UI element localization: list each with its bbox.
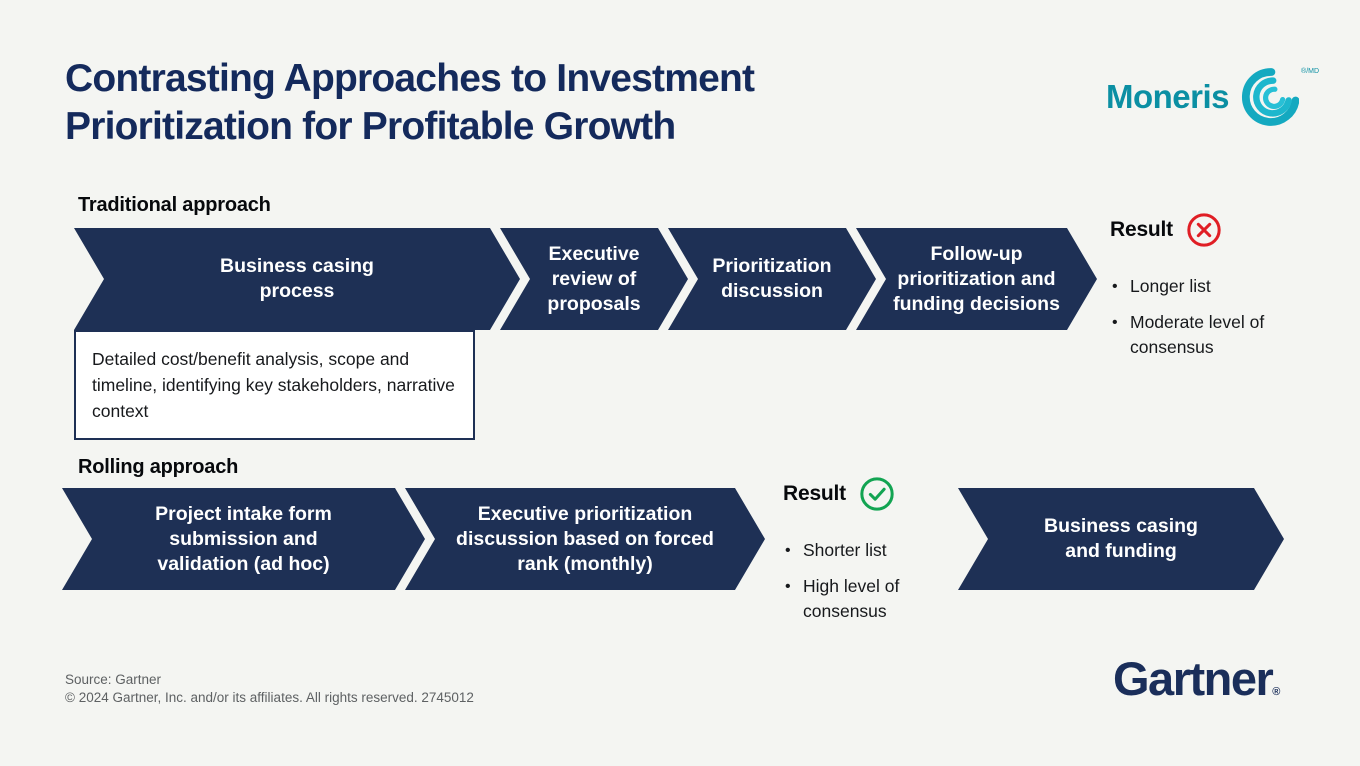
result-label: Result: [783, 482, 846, 505]
moneris-trademark: ®/MD: [1301, 68, 1320, 75]
step-label: Project intake form submission and valid…: [155, 502, 332, 575]
gartner-wordmark: Gartner: [1113, 652, 1274, 705]
step-label: Executive review of proposals: [547, 242, 641, 315]
rolling-step-executive-prioritization: Executive prioritization discussion base…: [405, 488, 765, 590]
rolling-result-block: Result Shorter list High level of consen…: [783, 476, 933, 635]
traditional-result-bullets: Longer list Moderate level of consensus: [1110, 274, 1295, 360]
rolling-step-project-intake: Project intake form submission and valid…: [62, 488, 425, 590]
traditional-result-block: Result Longer list Moderate level of con…: [1110, 212, 1295, 371]
x-circle-icon: [1187, 213, 1221, 247]
moneris-logo: Moneris ®/MD: [1106, 66, 1319, 128]
source-line: Source: Gartner: [65, 672, 162, 687]
check-circle-icon: [860, 477, 894, 511]
traditional-approach-label: Traditional approach: [78, 194, 271, 216]
traditional-step-business-casing: Business casing process: [74, 228, 520, 330]
rolling-approach-label: Rolling approach: [78, 456, 239, 478]
page-title: Contrasting Approaches to Investment Pri…: [65, 57, 755, 148]
traditional-step-prioritization-discussion: Prioritization discussion: [668, 228, 876, 330]
bullet-item: Longer list: [1110, 274, 1295, 299]
step-label: Executive prioritization discussion base…: [456, 502, 714, 575]
traditional-step-executive-review: Executive review of proposals: [500, 228, 688, 330]
moneris-swirl-icon: [1242, 68, 1300, 126]
bullet-item: Moderate level of consensus: [1110, 310, 1295, 360]
moneris-wordmark: Moneris: [1106, 78, 1230, 115]
traditional-step-follow-up: Follow-up prioritization and funding dec…: [856, 228, 1097, 330]
step-label: Follow-up prioritization and funding dec…: [893, 242, 1060, 315]
step-label: Prioritization discussion: [712, 255, 832, 302]
step-label: Business casing process: [220, 255, 374, 302]
bullet-item: High level of consensus: [783, 574, 933, 624]
detail-text: Detailed cost/benefit analysis, scope an…: [92, 349, 455, 421]
rolling-step-business-casing-funding: Business casing and funding: [958, 488, 1284, 590]
step-label: Business casing and funding: [1044, 515, 1198, 562]
footer-source: Source: Gartner © 2024 Gartner, Inc. and…: [65, 671, 474, 706]
rolling-result-bullets: Shorter list High level of consensus: [783, 538, 933, 624]
gartner-logo: Gartner®: [1113, 651, 1280, 706]
business-casing-detail-box: Detailed cost/benefit analysis, scope an…: [74, 330, 475, 440]
result-label: Result: [1110, 218, 1173, 241]
bullet-item: Shorter list: [783, 538, 933, 563]
copyright-line: © 2024 Gartner, Inc. and/or its affiliat…: [65, 689, 474, 705]
gartner-registered-mark: ®: [1272, 686, 1281, 698]
